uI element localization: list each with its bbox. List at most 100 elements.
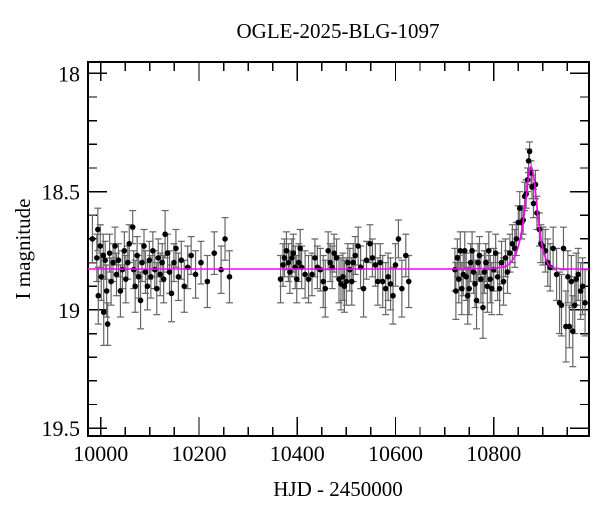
data-point [483, 259, 489, 266]
data-point [516, 205, 523, 211]
data-point [360, 285, 367, 292]
data-point [395, 236, 402, 242]
data-point [160, 276, 167, 282]
data-point [280, 262, 286, 268]
data-point [507, 250, 513, 256]
data-point [470, 269, 477, 275]
data-point [560, 245, 567, 252]
data-point [290, 250, 297, 256]
data-point [132, 283, 138, 290]
data-point [484, 283, 491, 290]
data-point [405, 278, 412, 285]
data-point [129, 224, 136, 230]
data-point [173, 245, 179, 252]
x-axis-label: HJD - 2450000 [273, 477, 403, 501]
data-point [369, 255, 376, 261]
data-point [155, 255, 162, 261]
data-point [144, 283, 151, 290]
data-point [392, 262, 399, 268]
data-point [117, 288, 124, 294]
chart-title: OGLE-2025-BLG-1097 [237, 19, 440, 43]
data-point [178, 257, 185, 264]
data-point [108, 278, 114, 285]
data-point [454, 255, 461, 261]
data-point [293, 276, 300, 282]
data-point [113, 271, 120, 278]
data-point [469, 247, 475, 254]
data-point [283, 247, 290, 254]
data-point [181, 283, 188, 290]
data-point [124, 259, 131, 266]
data-point [461, 247, 468, 254]
data-point [331, 250, 337, 256]
data-point [476, 252, 483, 259]
data-point [579, 283, 586, 290]
y-tick-label: 18.5 [42, 180, 81, 205]
data-point [309, 271, 315, 278]
data-point [168, 290, 175, 297]
data-point [327, 259, 333, 266]
data-point [481, 269, 488, 275]
data-point [305, 276, 312, 282]
data-point [287, 269, 293, 275]
data-point [285, 259, 292, 266]
data-point [399, 285, 405, 292]
data-point [146, 257, 153, 264]
data-point [512, 245, 518, 252]
data-point [492, 250, 499, 256]
data-point [573, 276, 580, 282]
data-point [343, 278, 350, 285]
data-point [150, 247, 156, 254]
data-point [123, 276, 129, 282]
data-point [504, 269, 511, 275]
data-points [89, 148, 588, 335]
y-tick-label: 19 [58, 298, 80, 323]
data-point [322, 285, 329, 292]
data-point [509, 240, 516, 247]
data-point [103, 288, 110, 294]
error-bars [88, 141, 589, 368]
x-tick-label: 10600 [368, 441, 423, 466]
data-point [281, 255, 288, 261]
data-point [142, 269, 149, 275]
data-point [320, 278, 327, 285]
data-point [372, 262, 379, 268]
data-point [153, 285, 160, 292]
data-point [325, 247, 331, 254]
data-point [500, 278, 507, 285]
data-point [126, 240, 133, 247]
data-point [457, 247, 464, 254]
data-point [222, 236, 228, 242]
x-tick-label: 10200 [172, 441, 227, 466]
data-point [139, 259, 145, 266]
data-point [525, 158, 532, 164]
data-point [496, 285, 503, 292]
data-point [402, 252, 409, 259]
plot-content: 10000 10200 10400 10600 10800 18 18.5 19 19.5 [42, 61, 590, 466]
data-point [302, 271, 308, 278]
data-point [159, 259, 165, 266]
data-point [565, 273, 571, 280]
axis-frame [87, 61, 590, 437]
data-point [192, 271, 199, 278]
data-point [575, 271, 581, 278]
data-point [289, 255, 295, 261]
data-point [333, 255, 340, 261]
data-point [480, 304, 486, 311]
data-point [198, 259, 204, 266]
data-point [382, 285, 389, 292]
data-point [211, 250, 218, 256]
data-point [379, 278, 386, 285]
data-point [164, 250, 171, 256]
data-point [568, 278, 575, 285]
data-point [97, 243, 104, 249]
data-point [487, 276, 494, 282]
x-tick-label: 10000 [73, 441, 128, 466]
data-point [473, 297, 480, 304]
data-point [297, 245, 303, 252]
data-point [104, 321, 111, 327]
data-point [112, 243, 118, 249]
data-point [350, 259, 357, 266]
